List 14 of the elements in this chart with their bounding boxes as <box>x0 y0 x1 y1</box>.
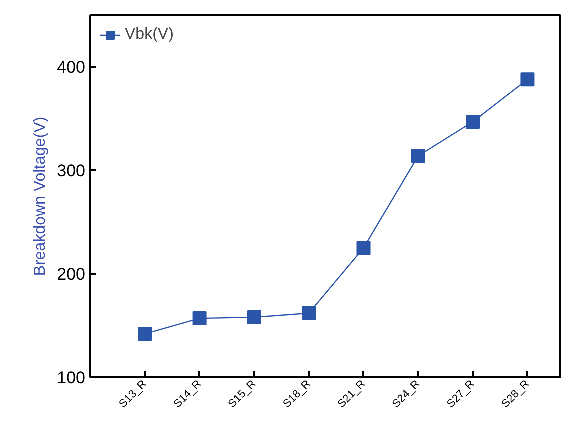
y-tick-label: 100 <box>57 368 86 388</box>
legend-label: Vbk(V) <box>125 26 174 44</box>
y-tick-label: 300 <box>57 162 86 181</box>
point <box>520 72 535 87</box>
point <box>356 241 371 256</box>
point <box>247 310 262 325</box>
point <box>411 149 426 164</box>
y-tick-label: 200 <box>57 265 86 284</box>
y-tick-label: 400 <box>57 58 86 78</box>
point <box>192 312 207 326</box>
y-axis-title: Breakdown Voltage(V) <box>32 116 50 276</box>
point <box>138 327 152 342</box>
point <box>302 306 316 320</box>
point <box>466 115 480 130</box>
